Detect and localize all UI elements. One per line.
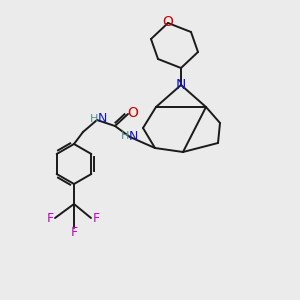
Text: N: N bbox=[176, 78, 186, 92]
Text: F: F bbox=[92, 212, 100, 224]
Text: H: H bbox=[121, 131, 129, 141]
Text: F: F bbox=[46, 212, 54, 224]
Text: N: N bbox=[128, 130, 138, 142]
Text: H: H bbox=[90, 114, 98, 124]
Text: N: N bbox=[97, 112, 107, 125]
Text: O: O bbox=[128, 106, 138, 120]
Text: O: O bbox=[163, 15, 173, 29]
Text: F: F bbox=[70, 226, 78, 239]
